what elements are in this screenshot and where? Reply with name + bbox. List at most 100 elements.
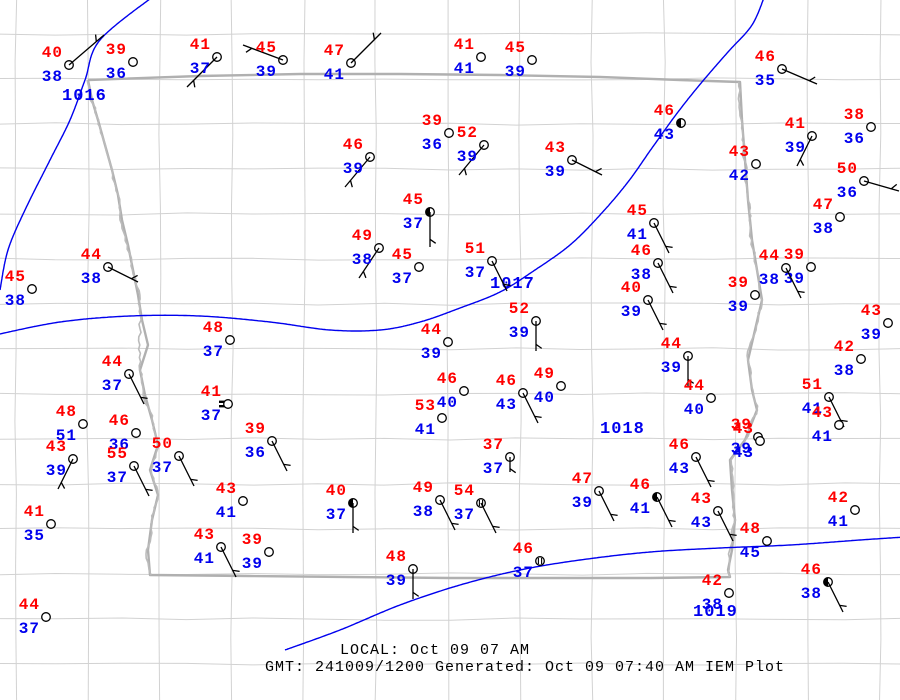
svg-text:46: 46 [801,561,822,579]
svg-text:1017: 1017 [490,275,535,294]
svg-text:38: 38 [81,270,102,288]
svg-text:36: 36 [245,444,266,462]
svg-text:39: 39 [621,303,642,321]
svg-text:39: 39 [242,531,263,549]
svg-text:44: 44 [421,321,442,339]
svg-text:39: 39 [422,112,443,130]
svg-text:41: 41 [216,504,237,522]
svg-text:37: 37 [102,377,123,395]
svg-text:37: 37 [392,270,413,288]
svg-text:38: 38 [352,251,373,269]
svg-text:43: 43 [496,396,517,414]
svg-text:38: 38 [702,596,723,614]
svg-text:37: 37 [465,264,486,282]
svg-text:38: 38 [413,503,434,521]
svg-text:43: 43 [194,526,215,544]
svg-text:39: 39 [509,324,530,342]
svg-text:46: 46 [437,370,458,388]
svg-text:45: 45 [256,39,277,57]
svg-text:46: 46 [631,242,652,260]
svg-text:51: 51 [465,240,486,258]
svg-text:40: 40 [621,279,642,297]
svg-text:45: 45 [403,191,424,209]
svg-text:49: 49 [413,479,434,497]
svg-text:47: 47 [813,196,834,214]
svg-text:38: 38 [813,220,834,238]
svg-text:50: 50 [152,435,173,453]
svg-text:42: 42 [702,572,723,590]
svg-text:39: 39 [106,41,127,59]
svg-text:41: 41 [828,513,849,531]
svg-text:41: 41 [24,503,45,521]
svg-text:LOCAL: Oct 09 07 AM: LOCAL: Oct 09 07 AM [340,642,530,659]
svg-text:43: 43 [812,404,833,422]
svg-text:39: 39 [256,63,277,81]
svg-text:38: 38 [844,106,865,124]
svg-text:39: 39 [728,298,749,316]
svg-text:45: 45 [627,202,648,220]
svg-text:36: 36 [422,136,443,154]
svg-text:38: 38 [5,292,26,310]
svg-text:39: 39 [505,63,526,81]
svg-text:48: 48 [740,520,761,538]
svg-text:45: 45 [392,246,413,264]
svg-text:43: 43 [654,126,675,144]
svg-text:35: 35 [24,527,45,545]
svg-text:38: 38 [834,362,855,380]
svg-text:41: 41 [201,383,222,401]
svg-text:38: 38 [801,585,822,603]
svg-text:42: 42 [729,167,750,185]
svg-text:GMT: 241009/1200 Generated: Oc: GMT: 241009/1200 Generated: Oct 09 07:40… [265,659,785,676]
svg-text:40: 40 [437,394,458,412]
svg-text:37: 37 [454,506,475,524]
svg-text:37: 37 [403,215,424,233]
svg-text:46: 46 [109,412,130,430]
svg-text:36: 36 [844,130,865,148]
svg-text:37: 37 [483,460,504,478]
svg-text:41: 41 [415,421,436,439]
svg-text:41: 41 [454,60,475,78]
svg-text:39: 39 [861,326,882,344]
svg-text:40: 40 [42,44,63,62]
svg-text:46: 46 [513,540,534,558]
svg-text:39: 39 [421,345,442,363]
svg-text:41: 41 [812,428,833,446]
svg-text:44: 44 [684,377,705,395]
svg-text:43: 43 [216,480,237,498]
svg-text:39: 39 [545,163,566,181]
svg-text:35: 35 [755,72,776,90]
svg-text:37: 37 [152,459,173,477]
svg-text:52: 52 [509,300,530,318]
svg-text:42: 42 [828,489,849,507]
svg-text:36: 36 [106,65,127,83]
svg-text:41: 41 [194,550,215,568]
svg-text:44: 44 [661,335,682,353]
svg-text:39: 39 [661,359,682,377]
svg-text:45: 45 [505,39,526,57]
svg-text:38: 38 [759,271,780,289]
svg-text:40: 40 [684,401,705,419]
svg-text:39: 39 [457,148,478,166]
svg-text:39: 39 [245,420,266,438]
svg-text:44: 44 [81,246,102,264]
svg-text:40: 40 [326,482,347,500]
svg-text:46: 46 [343,136,364,154]
svg-text:40: 40 [534,389,555,407]
svg-text:42: 42 [834,338,855,356]
svg-text:39: 39 [784,246,805,264]
svg-text:46: 46 [654,102,675,120]
svg-text:43: 43 [861,302,882,320]
svg-text:43: 43 [733,420,754,438]
svg-text:37: 37 [483,436,504,454]
svg-text:41: 41 [324,66,345,84]
svg-text:44: 44 [19,596,40,614]
svg-text:39: 39 [785,139,806,157]
svg-text:50: 50 [837,160,858,178]
svg-text:44: 44 [102,353,123,371]
svg-text:48: 48 [203,319,224,337]
svg-text:37: 37 [203,343,224,361]
svg-text:45: 45 [740,544,761,562]
svg-text:41: 41 [630,500,651,518]
svg-text:46: 46 [630,476,651,494]
svg-text:43: 43 [691,490,712,508]
